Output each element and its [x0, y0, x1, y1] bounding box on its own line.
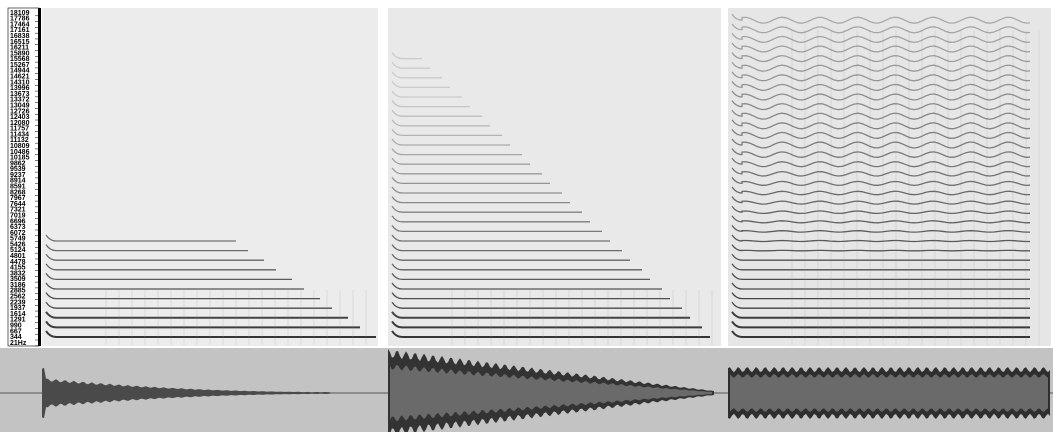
- spectrogram-panel: [388, 8, 721, 346]
- waveform: [730, 374, 1048, 412]
- frequency-label: 21Hz: [10, 340, 27, 347]
- spectrogram-panel: [728, 8, 1051, 346]
- ruler-edge: [38, 8, 41, 346]
- spectrogram-editor: 1810917786174641716116838165151621115890…: [0, 0, 1053, 432]
